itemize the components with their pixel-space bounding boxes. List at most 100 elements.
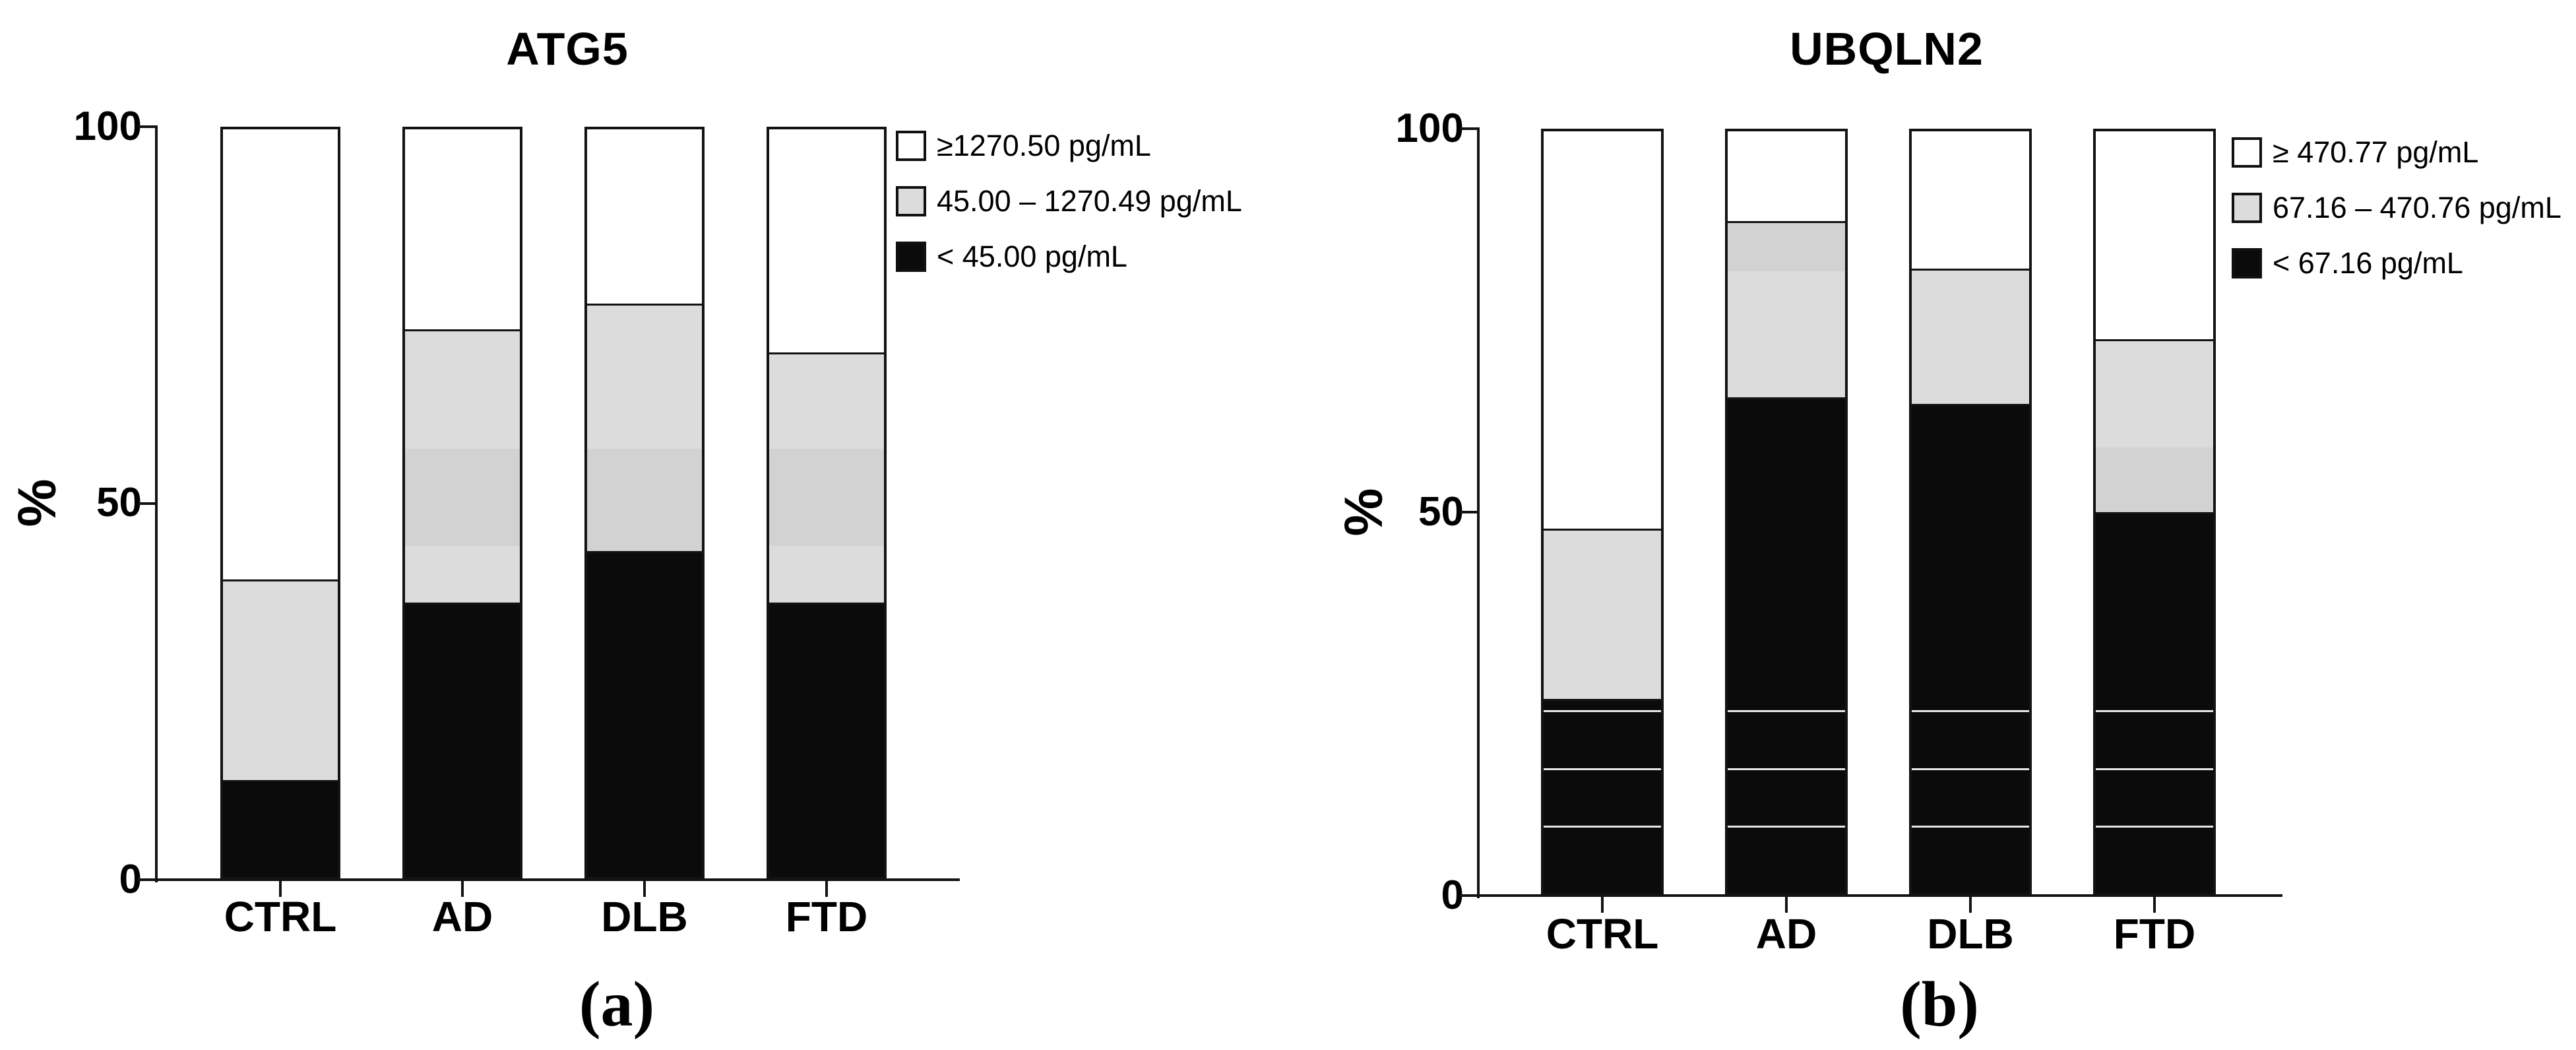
legend-label-low: < 67.16 pg/mL [2273,246,2463,280]
segment-divider [405,603,520,605]
y-axis-tick [1460,127,1477,130]
bar-ad [402,127,522,880]
bar-segment-white [1728,131,1845,222]
legend-swatch-white [2232,137,2262,168]
segment-divider [1728,397,1845,399]
bar-segment-white [1912,131,2029,269]
segment-divider [769,603,884,605]
segment-divider [223,579,338,582]
y-axis-line [1477,127,1480,898]
black-segment-subdivision-line [1728,710,1845,713]
black-segment-subdivision-line [1912,710,2029,713]
bar-segment-white [2096,131,2213,340]
bar-segment-black [587,551,702,877]
x-axis-line [155,878,960,881]
bar-segment-black [2096,512,2213,893]
legend-swatch-white [896,131,926,161]
legend-swatch-black [896,242,926,272]
bar-segment-white [223,129,338,580]
bar-segment-black [1544,698,1661,893]
bar-segment-black [1728,397,1845,893]
y-axis-tick [138,502,155,505]
black-segment-subdivision-line [1544,710,1661,713]
black-segment-subdivision-line [1544,826,1661,828]
panel-b-caption: (b) [1900,969,1979,1040]
bar-segment-gray [405,329,520,449]
panel-b-ytick-100: 100 [1395,106,1464,151]
black-segment-subdivision-line [2096,768,2213,770]
legend-label-mid: 45.00 – 1270.49 pg/mL [937,184,1242,218]
bar-ftd [2093,129,2216,896]
legend-label-mid: 67.16 – 470.76 pg/mL [2273,191,2561,224]
black-segment-subdivision-line [1912,768,2029,770]
bar-segment-gray [405,546,520,603]
x-axis-tick [279,881,282,897]
bar-dlb [1909,129,2032,896]
segment-divider [1728,221,1845,224]
bar-segment-gray_dark [2096,447,2213,512]
bar-ctrl [220,127,340,880]
x-axis-line [1477,894,2282,897]
black-segment-subdivision-line [1728,826,1845,828]
panel-a-category-ctrl: CTRL [224,893,337,940]
panel-a-ytick-0: 0 [119,857,142,902]
bar-segment-gray [769,546,884,603]
segment-divider [223,779,338,782]
panel-b-category-ctrl: CTRL [1546,910,1659,958]
bar-segment-gray [2096,339,2213,447]
panel-a-caption: (a) [579,969,655,1040]
panel-b-category-ad: AD [1755,910,1817,958]
bar-segment-gray_dark [405,448,520,546]
legend-label-high: ≥ 470.77 pg/mL [2273,135,2479,169]
segment-divider [1912,268,2029,271]
x-axis-tick [461,881,464,897]
legend-swatch-black [2232,248,2262,279]
panel-b-category-dlb: DLB [1927,910,2014,958]
panel-a-title: ATG5 [506,23,629,75]
bar-segment-white [1544,131,1661,529]
bar-ctrl [1541,129,1664,896]
panel-a-category-dlb: DLB [601,893,688,940]
x-axis-tick [825,881,828,897]
y-axis-tick [138,125,155,128]
black-segment-subdivision-line [2096,826,2213,828]
bar-ftd [767,127,887,880]
legend-label-low: < 45.00 pg/mL [937,240,1127,273]
y-axis-line [155,125,158,882]
bar-segment-gray [223,579,338,780]
bar-segment-black [1912,404,2029,893]
legend-swatch-gray [896,186,926,216]
bar-segment-gray [769,352,884,449]
segment-divider [769,352,884,354]
legend-swatch-gray [2232,193,2262,223]
panel-a-ytick-50: 50 [96,480,142,525]
black-segment-subdivision-line [1544,768,1661,770]
bar-segment-gray [1912,268,2029,405]
bar-segment-black [223,779,338,877]
segment-divider [1912,404,2029,407]
bar-segment-gray_dark [587,448,702,551]
segment-divider [587,303,702,306]
x-axis-tick [643,881,646,897]
black-segment-subdivision-line [2096,710,2213,713]
x-axis-tick [1601,897,1604,913]
bar-dlb [584,127,705,880]
x-axis-tick [1969,897,1972,913]
black-segment-subdivision-line [1912,826,2029,828]
segment-divider [1544,529,1661,531]
panel-a-category-ftd: FTD [785,893,868,940]
y-axis-tick [1460,511,1477,513]
x-axis-tick [1785,897,1788,913]
bar-segment-white [587,129,702,304]
bar-segment-white [769,129,884,352]
panel-b-ytick-50: 50 [1418,489,1464,535]
segment-divider [405,329,520,331]
bar-segment-gray [587,303,702,449]
bar-segment-gray [1544,529,1661,699]
bar-ad [1725,129,1848,896]
panel-a-ytick-100: 100 [73,104,142,149]
segment-divider [2096,339,2213,342]
bar-segment-gray_dark [1728,221,1845,272]
panel-b-ytick-0: 0 [1441,872,1464,918]
